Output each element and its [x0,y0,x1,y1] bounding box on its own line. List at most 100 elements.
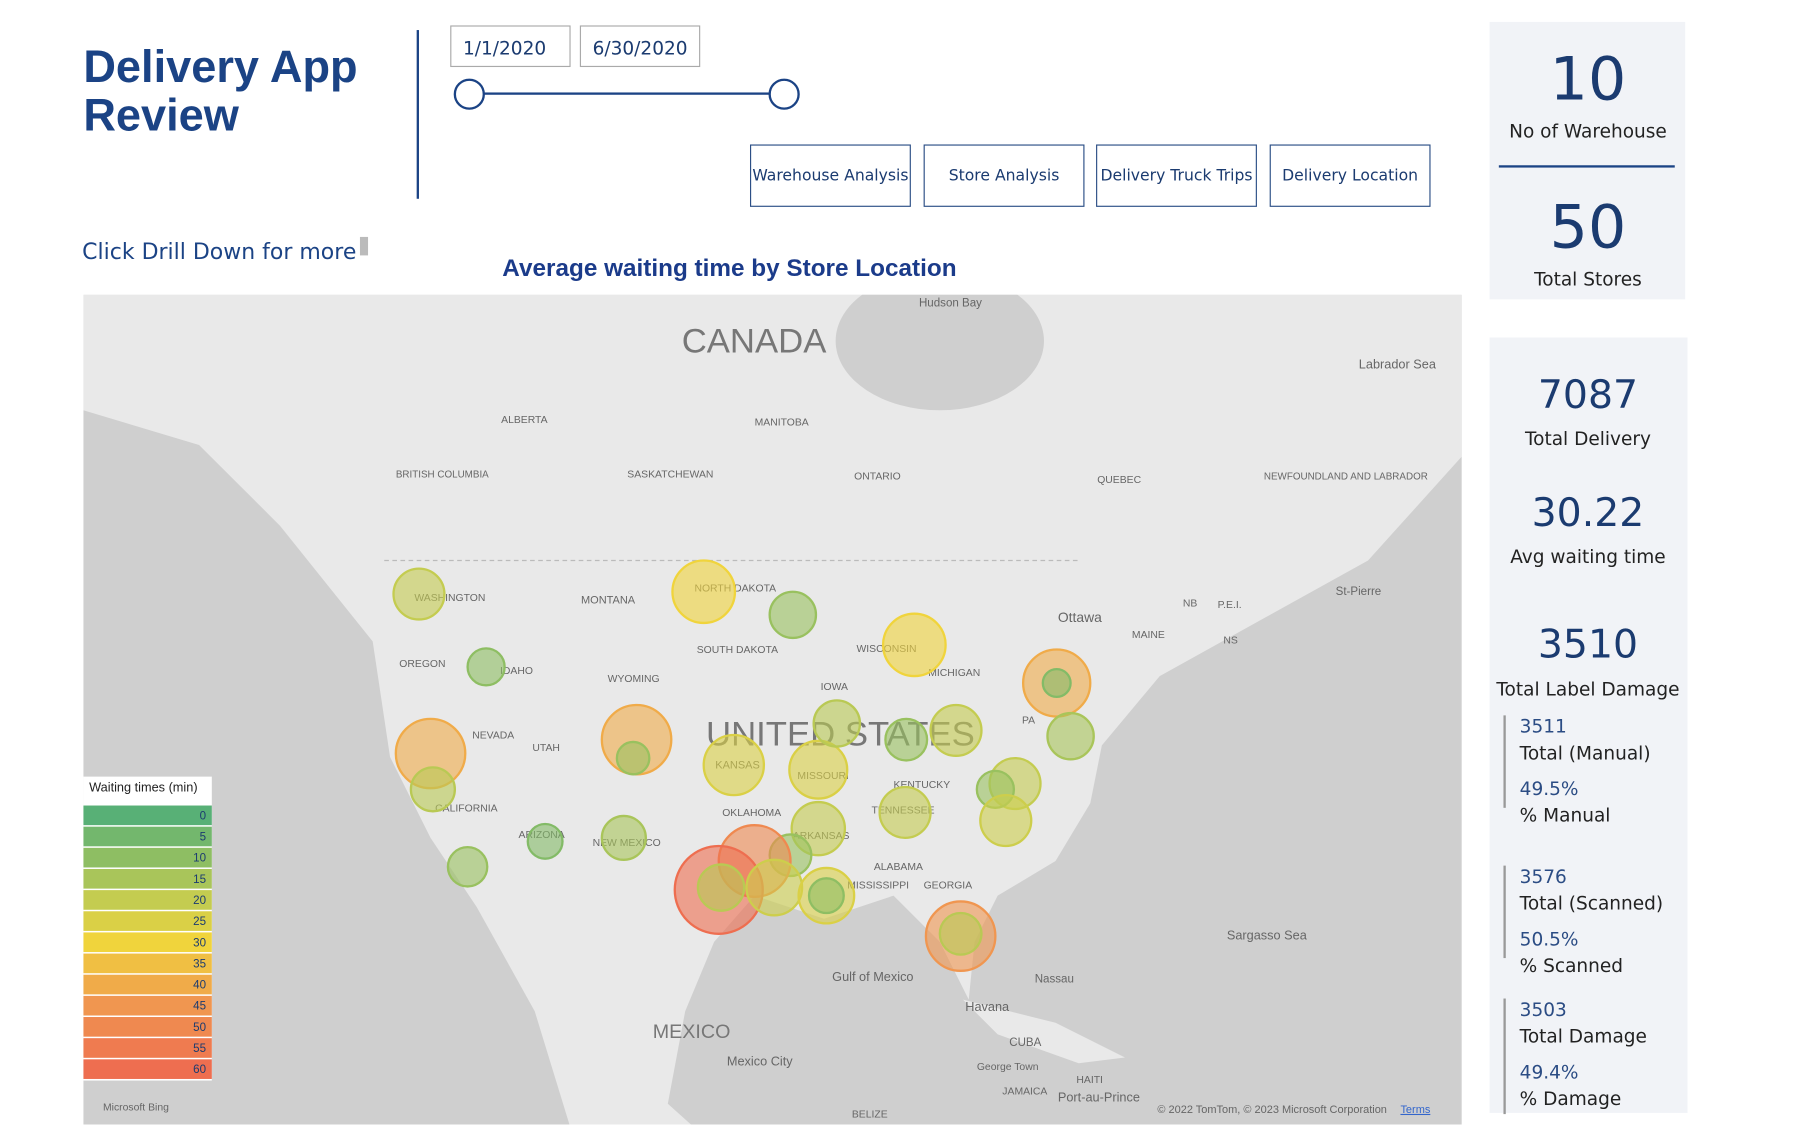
map-label: Sargasso Sea [1227,928,1308,943]
map-label: BRITISH COLUMBIA [396,469,489,480]
map-label: Nassau [1035,973,1074,985]
map-label: NB [1183,599,1198,610]
nav-button[interactable]: Delivery Location [1269,144,1431,207]
map-label: Hudson Bay [919,297,982,309]
map[interactable]: CANADA Hudson Bay Labrador Sea ALBERTA MANIT… [83,294,1462,1125]
end-date[interactable]: 6/30/2020 [579,25,701,68]
map-label: JAMAICA [1002,1086,1047,1097]
store-bubble[interactable] [807,877,845,915]
start-date[interactable]: 1/1/2020 [450,25,571,68]
map-label: MICHIGAN [928,668,980,679]
detail-pct: 49.5% [1519,777,1579,800]
legend-value: 30 [193,937,206,949]
title-line: Review [83,91,239,141]
store-bubble[interactable] [466,647,506,687]
map-label: P.E.I. [1218,600,1242,611]
kpi-label: Total Label Damage [1496,678,1680,701]
kpi-card: 7087 Total Delivery 30.22 Avg waiting ti… [1489,337,1688,1115]
legend-swatch [83,932,212,953]
map-label: Terms [1400,1104,1430,1116]
store-bubble[interactable] [526,822,564,860]
legend-value: 15 [193,874,206,886]
legend-value: 20 [193,895,206,907]
store-bubble[interactable] [788,739,849,800]
kpi-value: 7087 [1537,372,1639,419]
detail-pct-label: % Manual [1519,804,1611,827]
store-bubble[interactable] [1041,667,1072,699]
kpi-card: 10 No of Warehouse 50 Total Stores [1489,21,1686,300]
store-bubble[interactable] [812,699,862,748]
legend-value: 25 [193,916,206,928]
map-label: © 2022 TomTom, © 2023 Microsoft Corporat… [1157,1104,1387,1116]
store-bubble[interactable] [446,845,489,888]
map-label: Gulf of Mexico [832,969,913,984]
store-bubble[interactable] [702,733,766,797]
map-label: QUEBEC [1097,475,1141,486]
map-label: MANITOBA [755,417,809,428]
kpi-label: Avg waiting time [1510,545,1666,568]
slider-handle[interactable] [453,78,485,110]
store-bubble[interactable] [409,766,457,813]
map-label: Havana [965,999,1010,1014]
detail-pct-label: % Scanned [1519,954,1624,977]
legend-value: 5 [200,832,206,844]
kpi-label: Total Delivery [1524,427,1651,450]
map-label: KENTUCKY [894,780,951,791]
map-label: NS [1223,636,1238,647]
map-label: WASHINGTON [414,593,485,604]
store-bubble[interactable] [1046,711,1095,761]
store-bubble[interactable] [392,567,446,621]
map-label: Mexico City [727,1054,793,1069]
legend-value: 10 [193,853,206,865]
legend-swatch [83,826,212,847]
map-label: HAITI [1076,1075,1103,1086]
detail-label: Total (Scanned) [1519,892,1664,915]
legend-value: 35 [193,958,206,970]
map-label: CUBA [1009,1037,1041,1049]
drill-hint: Click Drill Down for more [82,239,357,265]
kpi-value: 30.22 [1531,490,1645,537]
map-label: NEWFOUNDLAND AND LABRADOR [1264,472,1428,483]
nav-button[interactable]: Delivery Truck Trips [1096,144,1257,207]
detail-label: Total (Manual) [1519,741,1651,764]
legend-swatch [83,995,212,1016]
land [83,294,1462,1125]
legend-value: 60 [193,1064,206,1076]
nav-button[interactable]: Warehouse Analysis [749,144,911,207]
store-bubble[interactable] [878,785,932,840]
store-bubble[interactable] [979,793,1033,848]
legend-title: Waiting times (min) [89,780,197,795]
detail-label: Total Damage [1519,1025,1647,1048]
store-bubble[interactable] [671,559,737,625]
map-label: MEXICO [653,1021,731,1043]
detail-bar [1503,715,1506,808]
slider-handle[interactable] [768,78,800,110]
store-bubble[interactable] [768,590,818,640]
legend-swatch [83,890,212,910]
store-bubble[interactable] [696,863,746,912]
store-bubble[interactable] [929,703,983,757]
store-bubble[interactable] [938,911,983,956]
divider [416,30,419,199]
map-label: IOWA [821,682,848,693]
store-bubble[interactable] [884,717,929,762]
legend-value: 0 [200,810,206,822]
cuba [962,999,1125,1064]
map-label: ALABAMA [874,862,923,873]
store-bubble[interactable] [745,858,804,917]
store-bubble[interactable] [600,814,647,861]
map-label: ALBERTA [501,415,547,426]
kpi-value: 10 [1549,45,1627,115]
detail-value: 3576 [1519,865,1567,888]
store-bubble[interactable] [881,612,947,678]
map-label: MAINE [1132,630,1165,641]
nav-button[interactable]: Store Analysis [923,144,1085,207]
store-bubble[interactable] [615,740,651,776]
kpi-value: 3510 [1537,621,1639,668]
map-label: Microsoft Bing [103,1103,169,1114]
legend-swatch [83,1038,212,1058]
map-label: MISSISSIPPI [847,881,909,892]
title: Delivery App Review [83,43,357,141]
map-label: CANADA [682,323,828,361]
map-label: ONTARIO [854,472,901,483]
